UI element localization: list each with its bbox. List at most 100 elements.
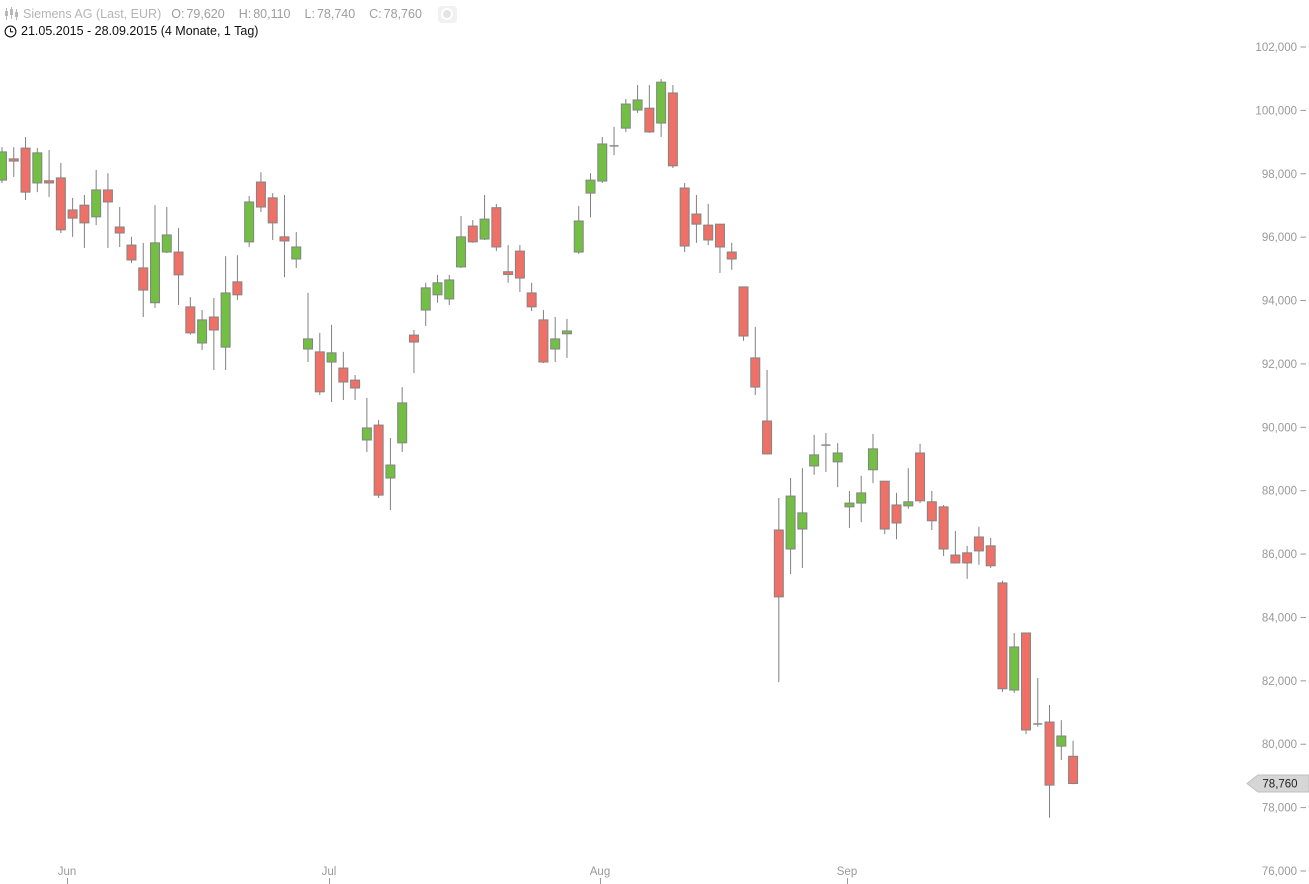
candle-89[interactable]	[1044, 704, 1055, 818]
candle-34[interactable]	[397, 387, 408, 453]
candle-53[interactable]	[620, 98, 631, 132]
candle-10[interactable]	[114, 207, 125, 247]
candle-78[interactable]	[915, 443, 926, 504]
candle-62[interactable]	[726, 242, 737, 270]
candle-body-down	[55, 177, 66, 231]
candle-36[interactable]	[420, 282, 431, 326]
candle-body-up	[150, 242, 161, 304]
candle-33[interactable]	[385, 438, 396, 511]
candle-73[interactable]	[856, 475, 867, 523]
candle-32[interactable]	[373, 420, 384, 498]
candle-18[interactable]	[208, 298, 219, 370]
candle-50[interactable]	[585, 173, 596, 218]
candle-41[interactable]	[479, 195, 490, 241]
candle-3[interactable]	[32, 148, 43, 193]
candle-14[interactable]	[161, 207, 172, 253]
candle-9[interactable]	[102, 173, 113, 248]
candle-87[interactable]	[1020, 632, 1031, 735]
candle-90[interactable]	[1056, 720, 1067, 761]
candle-15[interactable]	[173, 227, 184, 305]
candle-38[interactable]	[444, 274, 455, 305]
candle-48[interactable]	[561, 318, 572, 358]
candle-22[interactable]	[255, 172, 266, 213]
candle-86[interactable]	[1009, 632, 1020, 693]
candle-31[interactable]	[361, 397, 372, 453]
candle-52[interactable]	[609, 126, 619, 156]
candle-65[interactable]	[762, 369, 773, 455]
candle-54[interactable]	[632, 85, 643, 113]
candle-20[interactable]	[232, 255, 243, 300]
candle-75[interactable]	[879, 480, 890, 535]
candle-23[interactable]	[267, 193, 278, 241]
candle-67[interactable]	[785, 478, 796, 575]
candle-30[interactable]	[350, 375, 361, 401]
candle-11[interactable]	[126, 236, 137, 264]
candle-83[interactable]	[973, 526, 984, 565]
candle-60[interactable]	[703, 203, 714, 246]
candle-35[interactable]	[408, 330, 419, 374]
candle-58[interactable]	[679, 182, 690, 253]
candle-13[interactable]	[150, 205, 161, 308]
candle-82[interactable]	[962, 545, 973, 579]
candle-72[interactable]	[844, 491, 855, 529]
candle-80[interactable]	[938, 504, 949, 556]
candle-44[interactable]	[514, 245, 525, 292]
candle-55[interactable]	[644, 85, 655, 133]
candle-42[interactable]	[491, 203, 502, 252]
candle-76[interactable]	[891, 492, 902, 540]
candle-5[interactable]	[55, 162, 66, 234]
candle-27[interactable]	[314, 332, 325, 395]
candle-64[interactable]	[750, 326, 761, 395]
candle-29[interactable]	[338, 351, 349, 401]
candle-1[interactable]	[8, 147, 19, 177]
candle-88[interactable]	[1033, 677, 1043, 727]
candle-66[interactable]	[773, 497, 784, 683]
candle-56[interactable]	[656, 79, 667, 138]
candle-57[interactable]	[667, 85, 678, 169]
candle-body-down	[20, 147, 31, 193]
candle-46[interactable]	[538, 310, 549, 363]
candle-4[interactable]	[44, 150, 55, 197]
candle-12[interactable]	[138, 242, 149, 318]
candle-body-up	[91, 189, 102, 218]
candle-21[interactable]	[244, 195, 255, 247]
candle-69[interactable]	[809, 434, 820, 475]
candle-77[interactable]	[903, 468, 914, 509]
candle-70[interactable]	[821, 433, 831, 472]
candle-24[interactable]	[279, 195, 290, 278]
candle-28[interactable]	[326, 324, 337, 402]
candle-81[interactable]	[950, 530, 961, 564]
candle-45[interactable]	[526, 282, 537, 311]
candle-49[interactable]	[573, 206, 584, 254]
candle-0[interactable]	[0, 147, 7, 183]
candle-8[interactable]	[91, 169, 102, 226]
candle-16[interactable]	[185, 297, 196, 335]
candle-71[interactable]	[832, 443, 843, 488]
candle-61[interactable]	[714, 223, 725, 273]
candle-85[interactable]	[997, 580, 1008, 692]
candle-7[interactable]	[79, 195, 90, 248]
candle-91[interactable]	[1068, 740, 1079, 785]
candle-59[interactable]	[691, 195, 702, 243]
candle-39[interactable]	[456, 215, 467, 268]
candle-19[interactable]	[220, 256, 231, 370]
candle-body-down	[667, 92, 678, 167]
chart-options-button[interactable]	[437, 5, 457, 23]
candle-79[interactable]	[926, 491, 937, 530]
candle-43[interactable]	[503, 245, 514, 283]
candle-6[interactable]	[67, 197, 78, 237]
candle-74[interactable]	[867, 433, 878, 484]
candle-47[interactable]	[550, 317, 561, 363]
candle-51[interactable]	[597, 137, 608, 183]
candle-40[interactable]	[467, 220, 478, 243]
candle-17[interactable]	[197, 310, 208, 350]
candle-26[interactable]	[303, 292, 314, 363]
candle-68[interactable]	[797, 468, 808, 569]
candle-2[interactable]	[20, 137, 31, 201]
candle-body-down	[985, 545, 996, 567]
candle-84[interactable]	[985, 537, 996, 569]
candle-37[interactable]	[432, 274, 443, 303]
candle-25[interactable]	[291, 232, 302, 268]
candle-63[interactable]	[738, 286, 749, 341]
